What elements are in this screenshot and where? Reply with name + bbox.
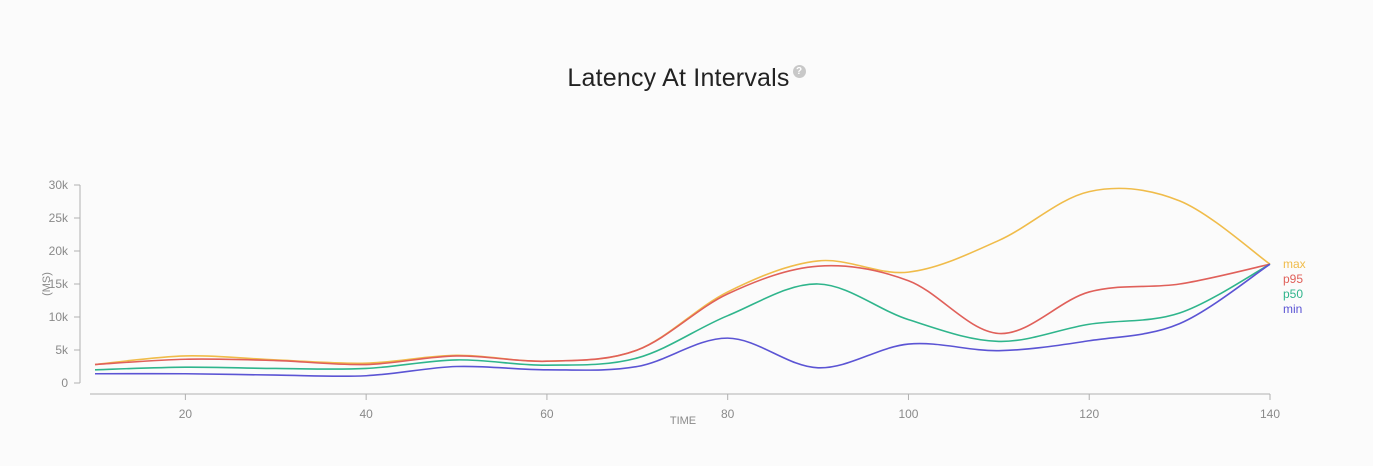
chart-series bbox=[94, 187, 1271, 378]
y-tick-label: 0 bbox=[61, 376, 68, 390]
series-line-p50[interactable] bbox=[94, 263, 1271, 371]
x-tick-label: 60 bbox=[540, 407, 554, 421]
y-tick-label: 10k bbox=[49, 310, 69, 324]
x-tick-label: 80 bbox=[721, 407, 735, 421]
legend-label-p50[interactable]: p50 bbox=[1283, 287, 1303, 301]
help-icon[interactable]: ? bbox=[792, 65, 806, 78]
series-line-p95[interactable] bbox=[94, 263, 1271, 366]
y-tick-label: 15k bbox=[49, 277, 69, 291]
y-tick-label: 30k bbox=[49, 178, 69, 192]
chart-title: Latency At Intervals bbox=[567, 64, 790, 92]
legend-label-min[interactable]: min bbox=[1283, 302, 1302, 316]
legend-label-max[interactable]: max bbox=[1283, 257, 1306, 271]
x-tick-label: 140 bbox=[1260, 407, 1280, 421]
y-axis-title: (MS) bbox=[41, 272, 53, 296]
y-tick-label: 25k bbox=[49, 211, 69, 225]
series-line-min[interactable] bbox=[94, 263, 1271, 378]
y-tick-label: 20k bbox=[49, 244, 69, 258]
x-tick-label: 20 bbox=[179, 407, 193, 421]
x-tick-label: 120 bbox=[1079, 407, 1099, 421]
x-axis-title: TIME bbox=[670, 415, 696, 427]
y-tick-label: 5k bbox=[55, 343, 69, 357]
chart-title-wrap: Latency At Intervals? bbox=[0, 64, 1373, 93]
chart-axes: 0 5k 10k 15k 20k 25k 30k (MS) 20 40 60 80 100 120 140 T… bbox=[41, 178, 1280, 427]
legend-label-p95[interactable]: p95 bbox=[1283, 272, 1303, 286]
x-tick-label: 40 bbox=[359, 407, 373, 421]
x-tick-label: 100 bbox=[898, 407, 918, 421]
